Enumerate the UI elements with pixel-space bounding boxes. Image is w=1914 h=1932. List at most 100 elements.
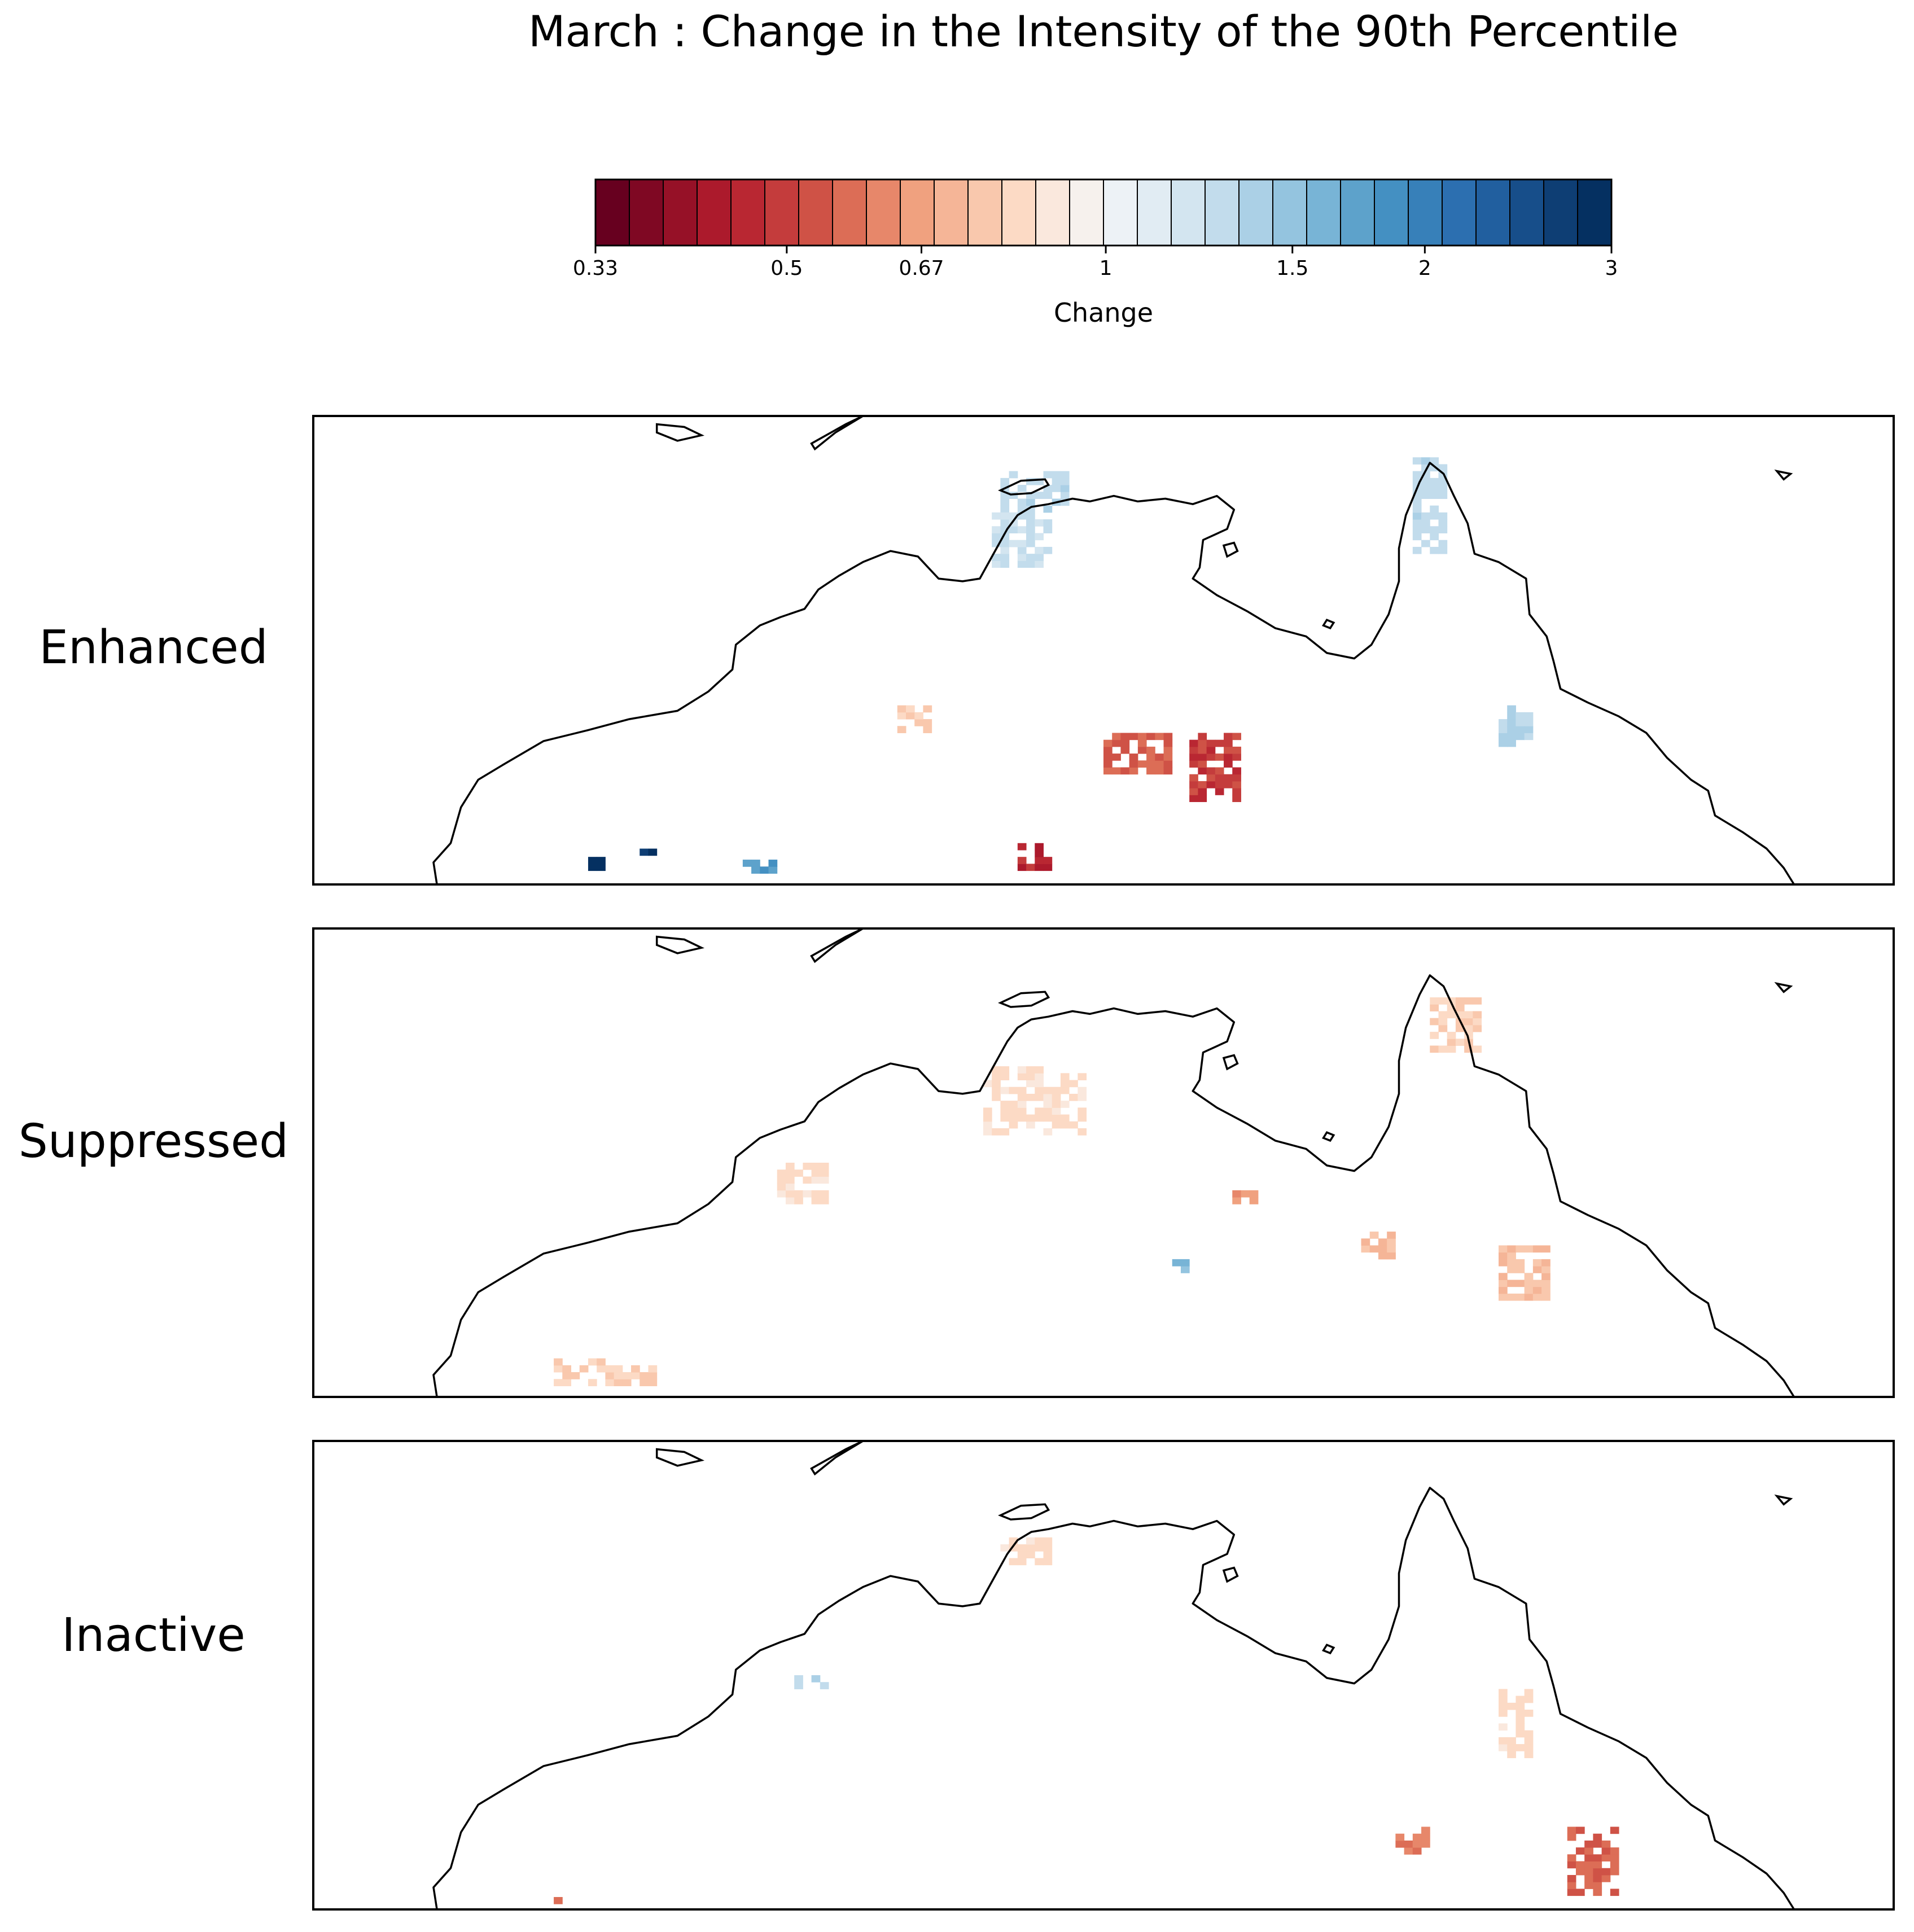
data-cell (1430, 526, 1439, 533)
data-cell (1516, 1723, 1525, 1731)
data-cell (811, 1675, 821, 1683)
data-cell (1378, 1245, 1387, 1253)
data-cell (1524, 1744, 1534, 1751)
data-cell (992, 1093, 1001, 1101)
data-cell (1035, 857, 1044, 864)
data-cell (1052, 471, 1061, 479)
data-cell (1198, 733, 1207, 741)
data-cell (1009, 1558, 1018, 1566)
map-frame (312, 1440, 1895, 1911)
data-cell (1455, 1004, 1465, 1011)
data-cell (1610, 1854, 1619, 1862)
data-cell (1043, 492, 1053, 499)
data-cell (1430, 997, 1439, 1005)
data-cell (1524, 712, 1534, 720)
data-cell (1017, 485, 1027, 492)
data-cell (1499, 1286, 1508, 1294)
data-cell (1430, 1045, 1439, 1053)
data-cell (1043, 505, 1053, 513)
data-cell (1189, 774, 1198, 782)
data-cell (1524, 1245, 1534, 1253)
data-cell (1404, 1840, 1413, 1848)
data-cell (751, 860, 760, 867)
data-cell (1412, 471, 1422, 479)
data-cell (1035, 1537, 1044, 1545)
data-cell (1163, 746, 1173, 754)
data-cell (906, 705, 915, 713)
data-cell (1035, 1080, 1044, 1088)
data-cell (1052, 1114, 1061, 1122)
data-cell (1516, 1702, 1525, 1710)
data-cell (1412, 498, 1422, 506)
data-cell (1473, 1011, 1482, 1019)
data-cell (1120, 767, 1130, 775)
data-cell (983, 1114, 992, 1122)
data-cell (648, 848, 658, 856)
colorbar-bin (629, 179, 664, 246)
colorbar-label: Change (1054, 297, 1153, 328)
data-cell (1078, 1114, 1087, 1122)
data-cell (794, 1190, 803, 1198)
data-cell (1593, 1882, 1602, 1889)
island-outline (1322, 1131, 1335, 1142)
data-cell (1387, 1232, 1396, 1239)
colorbar-bin (1238, 179, 1274, 246)
data-cell (1524, 719, 1534, 726)
data-cell (1430, 546, 1439, 554)
data-cell (1499, 1737, 1508, 1745)
data-cell (1499, 1696, 1508, 1703)
data-cell (1507, 705, 1516, 713)
data-cell (1103, 760, 1113, 768)
data-cell (1499, 1293, 1508, 1301)
data-cell (1060, 1073, 1070, 1081)
data-cell (1516, 712, 1525, 720)
colorbar-bin (1171, 179, 1206, 246)
data-cell (992, 1087, 1001, 1094)
data-cell (597, 864, 606, 871)
data-cell (1499, 733, 1508, 741)
data-cell (1567, 1882, 1576, 1889)
data-cell (785, 1163, 795, 1170)
data-cell (1017, 1551, 1027, 1558)
data-cell (923, 705, 932, 713)
data-cell (820, 1190, 829, 1198)
data-cell (1541, 1286, 1551, 1294)
data-cell (1532, 1259, 1542, 1267)
data-cell (1103, 746, 1113, 754)
data-cell (1499, 1710, 1508, 1717)
data-cell (1507, 712, 1516, 720)
data-cell (1499, 1702, 1508, 1710)
data-cell (914, 719, 923, 726)
data-cell (562, 1372, 572, 1379)
data-cell (1017, 554, 1027, 561)
map-frame (312, 415, 1895, 886)
data-cell (1438, 997, 1448, 1005)
data-cell (1507, 1280, 1516, 1287)
data-cell (794, 1169, 803, 1177)
colorbar-bin (832, 179, 868, 246)
island-outline (997, 1503, 1050, 1521)
colorbar-bin (697, 179, 732, 246)
data-cell (1541, 1266, 1551, 1273)
data-cell (1060, 1080, 1070, 1088)
data-cell (1189, 795, 1198, 803)
data-cell (1163, 739, 1173, 747)
data-cell (1103, 767, 1113, 775)
data-cell (1043, 526, 1053, 533)
data-cell (1103, 753, 1113, 761)
colorbar-tick-label: 0.33 (573, 257, 618, 280)
data-cell (1430, 457, 1439, 465)
data-cell (1000, 512, 1010, 520)
data-cell (1232, 767, 1241, 775)
data-cell (1593, 1861, 1602, 1869)
data-cell (1189, 760, 1198, 768)
data-cell (1198, 760, 1207, 768)
data-cell (803, 1176, 812, 1184)
data-cell (1507, 1259, 1516, 1267)
colorbar-frame (594, 178, 1613, 247)
data-cell (1146, 733, 1155, 741)
data-cell (1610, 1889, 1619, 1896)
data-cell (1146, 746, 1155, 754)
data-cell (1601, 1854, 1611, 1862)
data-cell (1507, 1702, 1516, 1710)
